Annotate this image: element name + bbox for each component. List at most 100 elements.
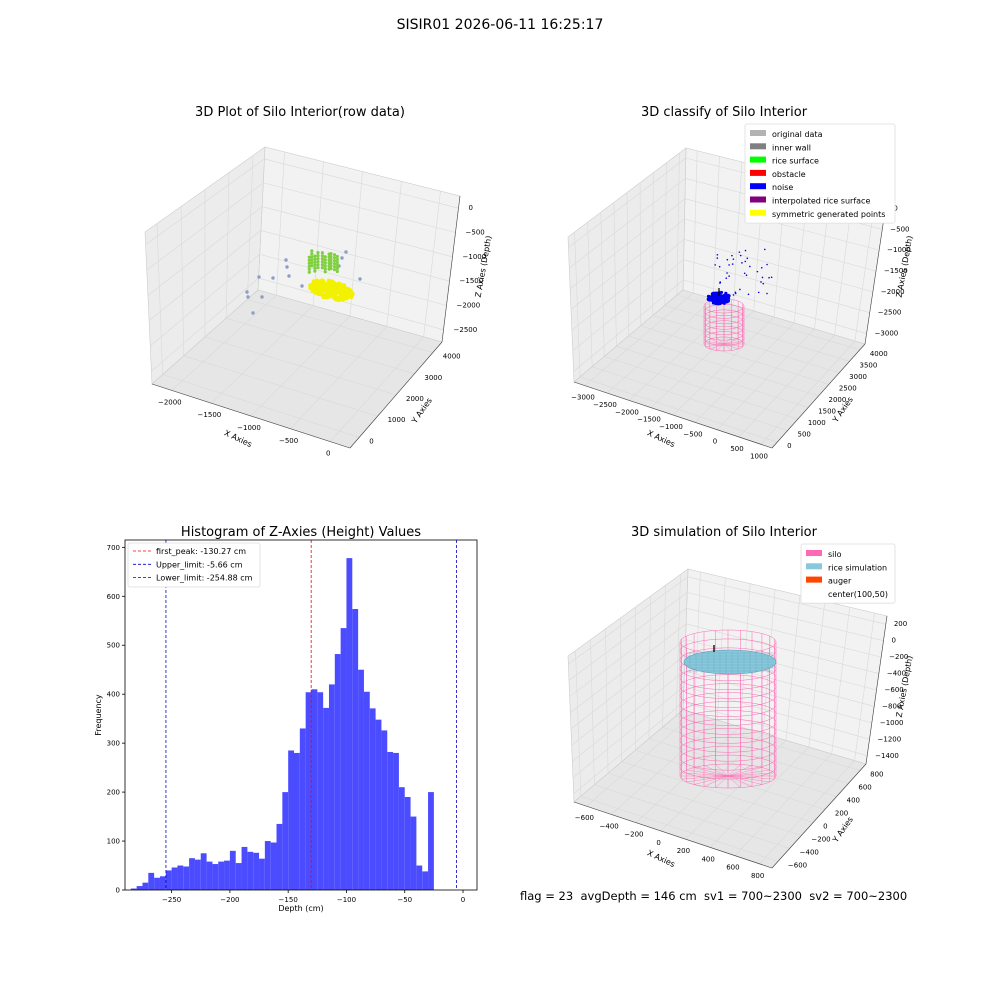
histogram-bar — [299, 728, 306, 890]
raw-point — [323, 261, 327, 265]
noise-point — [744, 249, 747, 252]
raw-point — [335, 254, 339, 259]
y-gridline — [594, 784, 790, 849]
noise-point — [744, 260, 747, 263]
noise-point — [716, 253, 719, 256]
x-axis-line — [573, 801, 773, 869]
raw-point — [310, 261, 314, 265]
x-gridline — [610, 719, 718, 815]
y-gridline — [247, 155, 254, 300]
legend-swatch — [750, 156, 766, 163]
raw-point — [323, 258, 327, 262]
histogram-bar — [148, 872, 155, 890]
raw-point — [271, 276, 275, 280]
z-tick-label: −2500 — [878, 309, 902, 317]
y-gridline — [247, 299, 433, 353]
x-tick-label: −1000 — [237, 424, 261, 432]
z-gridline — [148, 230, 262, 321]
y-gridline — [616, 345, 809, 408]
raw-point — [251, 311, 255, 315]
x-gridline — [759, 760, 855, 865]
z-gridline — [568, 592, 688, 681]
histogram-bar — [282, 792, 289, 890]
noise-point — [720, 295, 724, 299]
z-gridline — [147, 206, 263, 296]
y-gridline — [664, 305, 850, 362]
noise-point — [720, 300, 725, 305]
histogram-bar — [253, 852, 260, 890]
histogram-bar — [416, 865, 423, 890]
x-tick-label: −100 — [337, 896, 356, 904]
silo-floor-spoke — [716, 337, 725, 345]
z-gridline — [569, 198, 686, 290]
noise-point — [743, 272, 746, 275]
y-gridline — [676, 294, 860, 351]
y-tick-label: 400 — [847, 797, 860, 805]
raw-point — [329, 258, 333, 262]
x-tick-label: −1500 — [198, 411, 222, 419]
z-gridline — [569, 607, 687, 697]
z-gridline — [683, 279, 867, 334]
y-tick-label: 4000 — [443, 353, 461, 361]
y-gridline — [225, 172, 230, 319]
histogram-bar — [358, 669, 364, 890]
silo-floor-spoke — [727, 775, 753, 787]
raw-point — [316, 251, 320, 255]
x-axis-label: X Axies — [646, 848, 677, 869]
noise-point — [728, 264, 730, 266]
z-gridline — [260, 230, 450, 282]
x-tick-label: 0 — [326, 450, 330, 458]
histogram-bar — [183, 866, 190, 890]
histogram-bar — [276, 823, 283, 890]
z-gridline — [570, 639, 686, 730]
z-gridline — [571, 654, 686, 746]
y-gridline — [635, 749, 825, 810]
x-gridline — [423, 191, 441, 337]
histogram-bar — [334, 654, 341, 890]
noise-point — [731, 263, 734, 265]
z-gridline — [263, 182, 456, 233]
x-tick-label: 200 — [677, 847, 690, 855]
x-tick-label: −150 — [279, 896, 298, 904]
raw-point — [310, 258, 314, 262]
raw-point — [287, 274, 291, 278]
raw-point — [325, 284, 331, 289]
z-gridline — [264, 158, 459, 209]
raw-point — [329, 286, 335, 292]
z-tick-label: 0 — [893, 204, 897, 212]
noise-point — [732, 258, 735, 260]
silo-floor-spoke — [686, 775, 729, 783]
raw-point — [332, 295, 337, 301]
z-axis-line — [865, 615, 888, 765]
y-gridline — [183, 355, 378, 417]
silo-floor-spoke — [723, 343, 739, 350]
x-tick-label: −50 — [397, 896, 412, 904]
legend-label: Upper_limit: -5.66 cm — [156, 560, 243, 569]
silo-floor-spoke — [716, 343, 725, 351]
y-tick-label: 800 — [870, 771, 883, 779]
raw-point — [329, 252, 333, 256]
y-tick-label: −600 — [788, 862, 807, 870]
raw-point — [332, 268, 337, 272]
y-axis-line — [771, 763, 867, 869]
z-tick-label: −600 — [885, 686, 904, 694]
x-axis-label: X Axies — [646, 428, 677, 449]
panel-title: Histogram of Z-Axies (Height) Values — [181, 525, 421, 540]
histogram-bar — [206, 861, 213, 890]
raw-point — [313, 266, 317, 270]
panel-title: 3D Plot of Silo Interior(row data) — [195, 105, 405, 120]
raw-point — [323, 264, 327, 268]
legend-label: inner wall — [772, 143, 811, 152]
histogram-bar — [398, 787, 405, 890]
y-tick-label: 600 — [107, 593, 120, 601]
raw-point — [335, 263, 339, 268]
noise-point — [761, 276, 764, 279]
histogram-bar — [393, 752, 399, 890]
histogram-bar — [381, 730, 388, 890]
raw-point — [323, 270, 327, 274]
noise-point — [713, 297, 717, 302]
histogram-bar — [404, 796, 411, 890]
z-tick-label: −2500 — [454, 326, 478, 334]
histogram-bar — [369, 708, 376, 890]
